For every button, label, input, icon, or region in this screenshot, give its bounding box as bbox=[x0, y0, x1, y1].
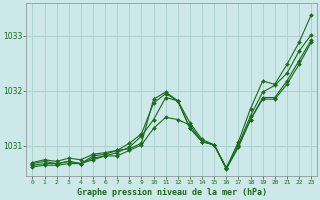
X-axis label: Graphe pression niveau de la mer (hPa): Graphe pression niveau de la mer (hPa) bbox=[77, 188, 267, 197]
